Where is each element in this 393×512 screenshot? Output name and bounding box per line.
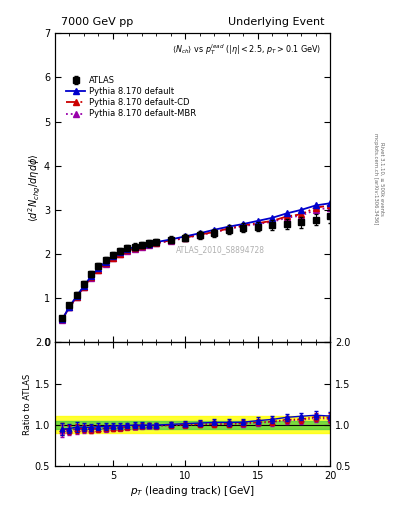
Legend: ATLAS, Pythia 8.170 default, Pythia 8.170 default-CD, Pythia 8.170 default-MBR: ATLAS, Pythia 8.170 default, Pythia 8.17… [65, 75, 198, 120]
Text: mcplots.cern.ch [arXiv:1306.3436]: mcplots.cern.ch [arXiv:1306.3436] [373, 134, 378, 225]
Text: Underlying Event: Underlying Event [228, 17, 325, 27]
Y-axis label: $\langle d^2 N_{chg}/d\eta d\phi \rangle$: $\langle d^2 N_{chg}/d\eta d\phi \rangle… [26, 154, 42, 222]
Bar [55, 420, 330, 429]
Text: $\langle N_{ch}\rangle$ vs $p_T^{lead}$ ($|\eta| < 2.5$, $p_T > 0.1$ GeV): $\langle N_{ch}\rangle$ vs $p_T^{lead}$ … [173, 42, 322, 57]
Bar [55, 416, 330, 433]
Text: 7000 GeV pp: 7000 GeV pp [61, 17, 133, 27]
Y-axis label: Ratio to ATLAS: Ratio to ATLAS [23, 373, 32, 435]
X-axis label: $p_T$ (leading track) [GeV]: $p_T$ (leading track) [GeV] [130, 483, 255, 498]
Text: Rivet 3.1.10, ≥ 500k events: Rivet 3.1.10, ≥ 500k events [379, 142, 384, 216]
Text: ATLAS_2010_S8894728: ATLAS_2010_S8894728 [176, 245, 264, 254]
